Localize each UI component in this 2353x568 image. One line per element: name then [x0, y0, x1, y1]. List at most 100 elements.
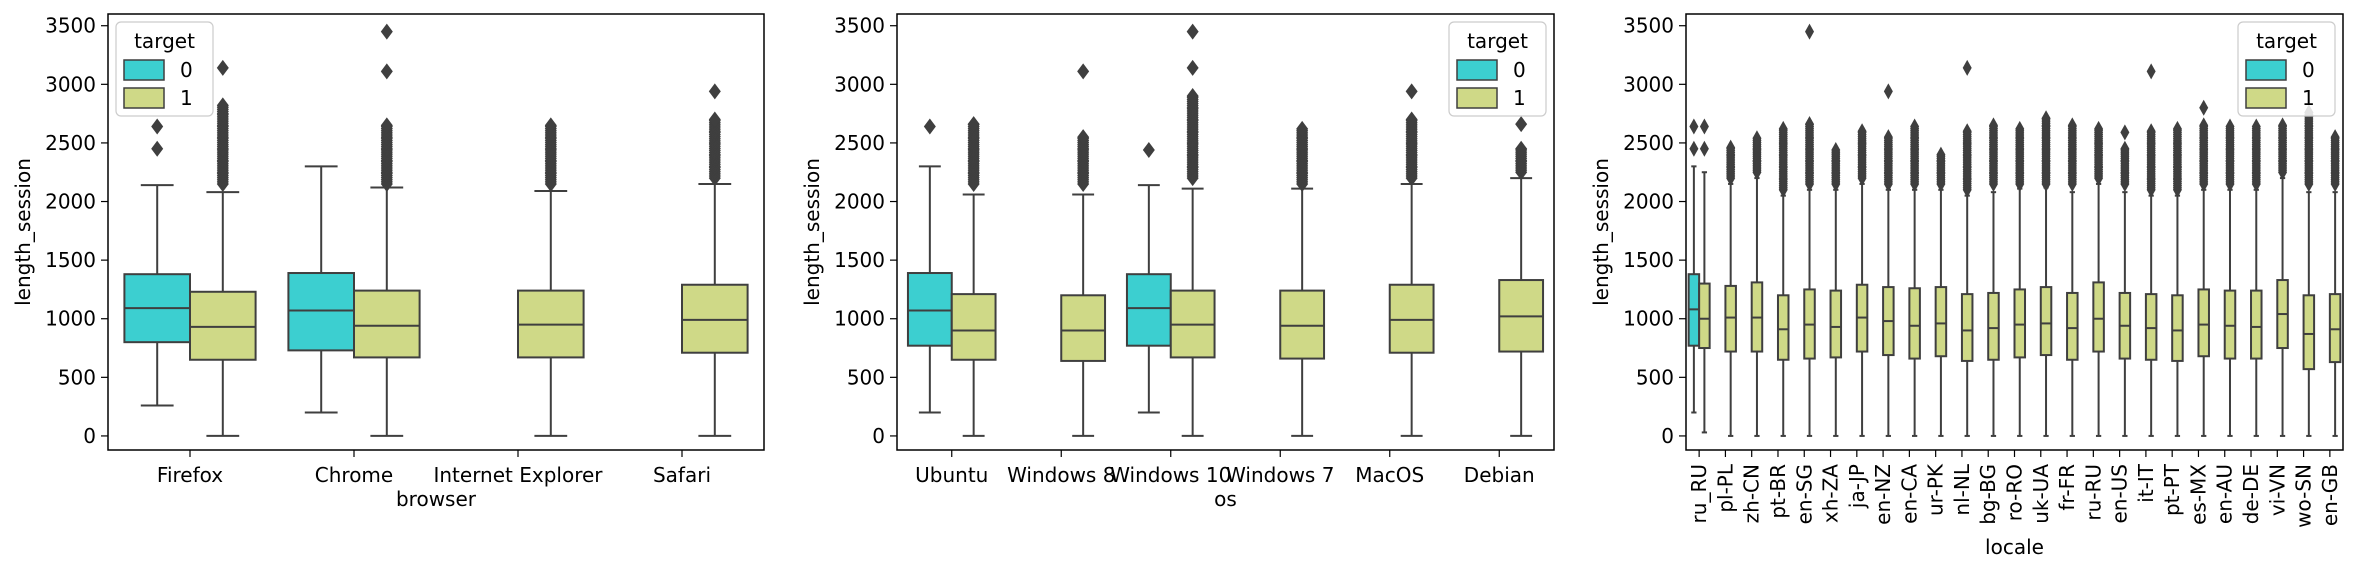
y-axis-label: length_session	[800, 158, 824, 306]
y-tick-label: 3000	[45, 72, 96, 96]
x-tick-label: Chrome	[315, 463, 393, 487]
x-tick-label: pl-PL	[1713, 463, 1737, 513]
x-tick-label: Ubuntu	[915, 463, 988, 487]
iqr-box	[681, 283, 749, 354]
y-tick-label: 1000	[834, 307, 885, 331]
box-Ubuntu-target-0	[906, 118, 953, 414]
iqr-box	[1776, 294, 1790, 361]
box-zh-CN-target-1	[1750, 130, 1764, 437]
y-tick-label: 0	[872, 424, 885, 448]
outlier-point	[1962, 123, 1972, 140]
box-vi-VN-target-1	[2276, 117, 2289, 437]
plot-frame	[1685, 13, 2344, 451]
outlier-point	[1296, 120, 1309, 137]
iqr-box	[189, 290, 257, 361]
y-tick-label: 1500	[834, 248, 885, 272]
box-en-NZ-target-1	[1882, 83, 1895, 437]
y-tick-label: 0	[1661, 424, 1674, 448]
y-tick-label: 3500	[1623, 14, 1674, 38]
box-Ubuntu-target-1	[950, 116, 997, 437]
iqr-box	[1125, 273, 1172, 347]
iqr-box	[1388, 283, 1435, 354]
x-tick-label: en-US	[2108, 464, 2132, 524]
outlier-point	[1699, 140, 1709, 157]
x-tick-label: en-CA	[1897, 464, 1921, 524]
x-tick-label: zh-CN	[1740, 464, 1764, 523]
box-Firefox-target-0	[123, 118, 191, 407]
outlier-point	[1077, 129, 1090, 146]
box-ru-RU-target-1	[2092, 120, 2105, 437]
legend-title: target	[134, 29, 195, 53]
y-axis-label: length_session	[11, 158, 35, 306]
iqr-box	[1960, 293, 1974, 362]
box-Windows 10-target-1	[1169, 23, 1216, 437]
outlier-point	[2067, 117, 2077, 134]
outlier-point	[2120, 140, 2130, 157]
outlier-point	[1699, 118, 1709, 135]
y-tick-label: 2500	[834, 131, 885, 155]
x-axis-label: os	[1214, 487, 1237, 511]
x-tick-label: ur-PK	[1924, 463, 1948, 516]
box-Windows 7-target-1	[1279, 120, 1326, 437]
x-tick-label: de-DE	[2239, 464, 2263, 524]
x-axis-label: locale	[1985, 535, 2044, 559]
outlier-point	[2251, 118, 2261, 135]
legend: target 0 1	[2237, 21, 2336, 117]
legend-title: target	[2256, 29, 2317, 53]
x-tick-label: Windows 10	[1110, 463, 1231, 487]
box-en-SG-target-1	[1803, 23, 1816, 437]
x-tick-label: wo-SN	[2292, 464, 2316, 528]
chart-panel-1: 0 500 1000 1500 2000 2500 3000 3500 length_sessi…	[11, 13, 765, 511]
legend-swatch-1	[2245, 87, 2287, 109]
outlier-point	[1883, 83, 1893, 100]
y-tick-label: 500	[847, 365, 885, 389]
iqr-box	[1724, 284, 1737, 353]
outlier-point	[2120, 124, 2130, 141]
box-en-CA-target-1	[1908, 118, 1921, 437]
box-Windows 8-target-1	[1060, 63, 1107, 437]
outlier-point	[1186, 23, 1199, 40]
iqr-box	[287, 272, 355, 352]
box-MacOS-target-1	[1388, 83, 1435, 437]
iqr-box	[1829, 289, 1843, 359]
box-ja-JP-target-1	[1855, 123, 1869, 437]
outlier-point	[2041, 110, 2051, 127]
outlier-point	[1405, 83, 1418, 100]
legend-entry-0: 0	[180, 58, 193, 82]
iqr-box	[1279, 289, 1326, 360]
box-Internet Explorer-target-1	[517, 117, 585, 437]
legend-swatch-0	[123, 59, 165, 81]
outlier-point	[967, 116, 980, 133]
legend: target 0 1	[1448, 21, 1547, 117]
outlier-point	[1689, 118, 1699, 135]
x-tick-label: Debian	[1464, 463, 1535, 487]
iqr-box	[2250, 289, 2263, 360]
iqr-box	[1060, 294, 1107, 362]
outlier-point	[2278, 117, 2288, 134]
box-nl-NL-target-1	[1960, 59, 1974, 437]
iqr-box	[2223, 289, 2237, 360]
legend-entry-0: 0	[2302, 58, 2315, 82]
outlier-point	[708, 83, 721, 100]
x-tick-label: ru-RU	[2081, 464, 2105, 521]
box-en-AU-target-1	[2223, 118, 2237, 437]
outlier-point	[216, 59, 229, 76]
x-tick-label: it-IT	[2134, 463, 2158, 503]
outlier-point	[1962, 59, 1972, 76]
box-fr-FR-target-1	[2066, 117, 2079, 437]
outlier-point	[2199, 117, 2209, 134]
box-de-DE-target-1	[2250, 118, 2263, 437]
y-axis-label: length_session	[1589, 158, 1613, 306]
y-tick-label: 3500	[834, 14, 885, 38]
chart-panel-2: 0 500 1000 1500 2000 2500 3000 3500 length_sessi…	[800, 13, 1555, 511]
outlier-point	[216, 97, 229, 114]
box-pt-PT-target-1	[2171, 120, 2184, 437]
y-tick-label: 1500	[45, 248, 96, 272]
x-tick-label: Internet Explorer	[433, 463, 603, 487]
y-tick-label: 2500	[1623, 131, 1674, 155]
y-tick-label: 2000	[45, 190, 96, 214]
outlier-point	[2094, 120, 2104, 137]
y-tick-label: 3000	[1623, 72, 1674, 96]
outlier-point	[1805, 116, 1815, 133]
outlier-point	[1936, 146, 1946, 163]
